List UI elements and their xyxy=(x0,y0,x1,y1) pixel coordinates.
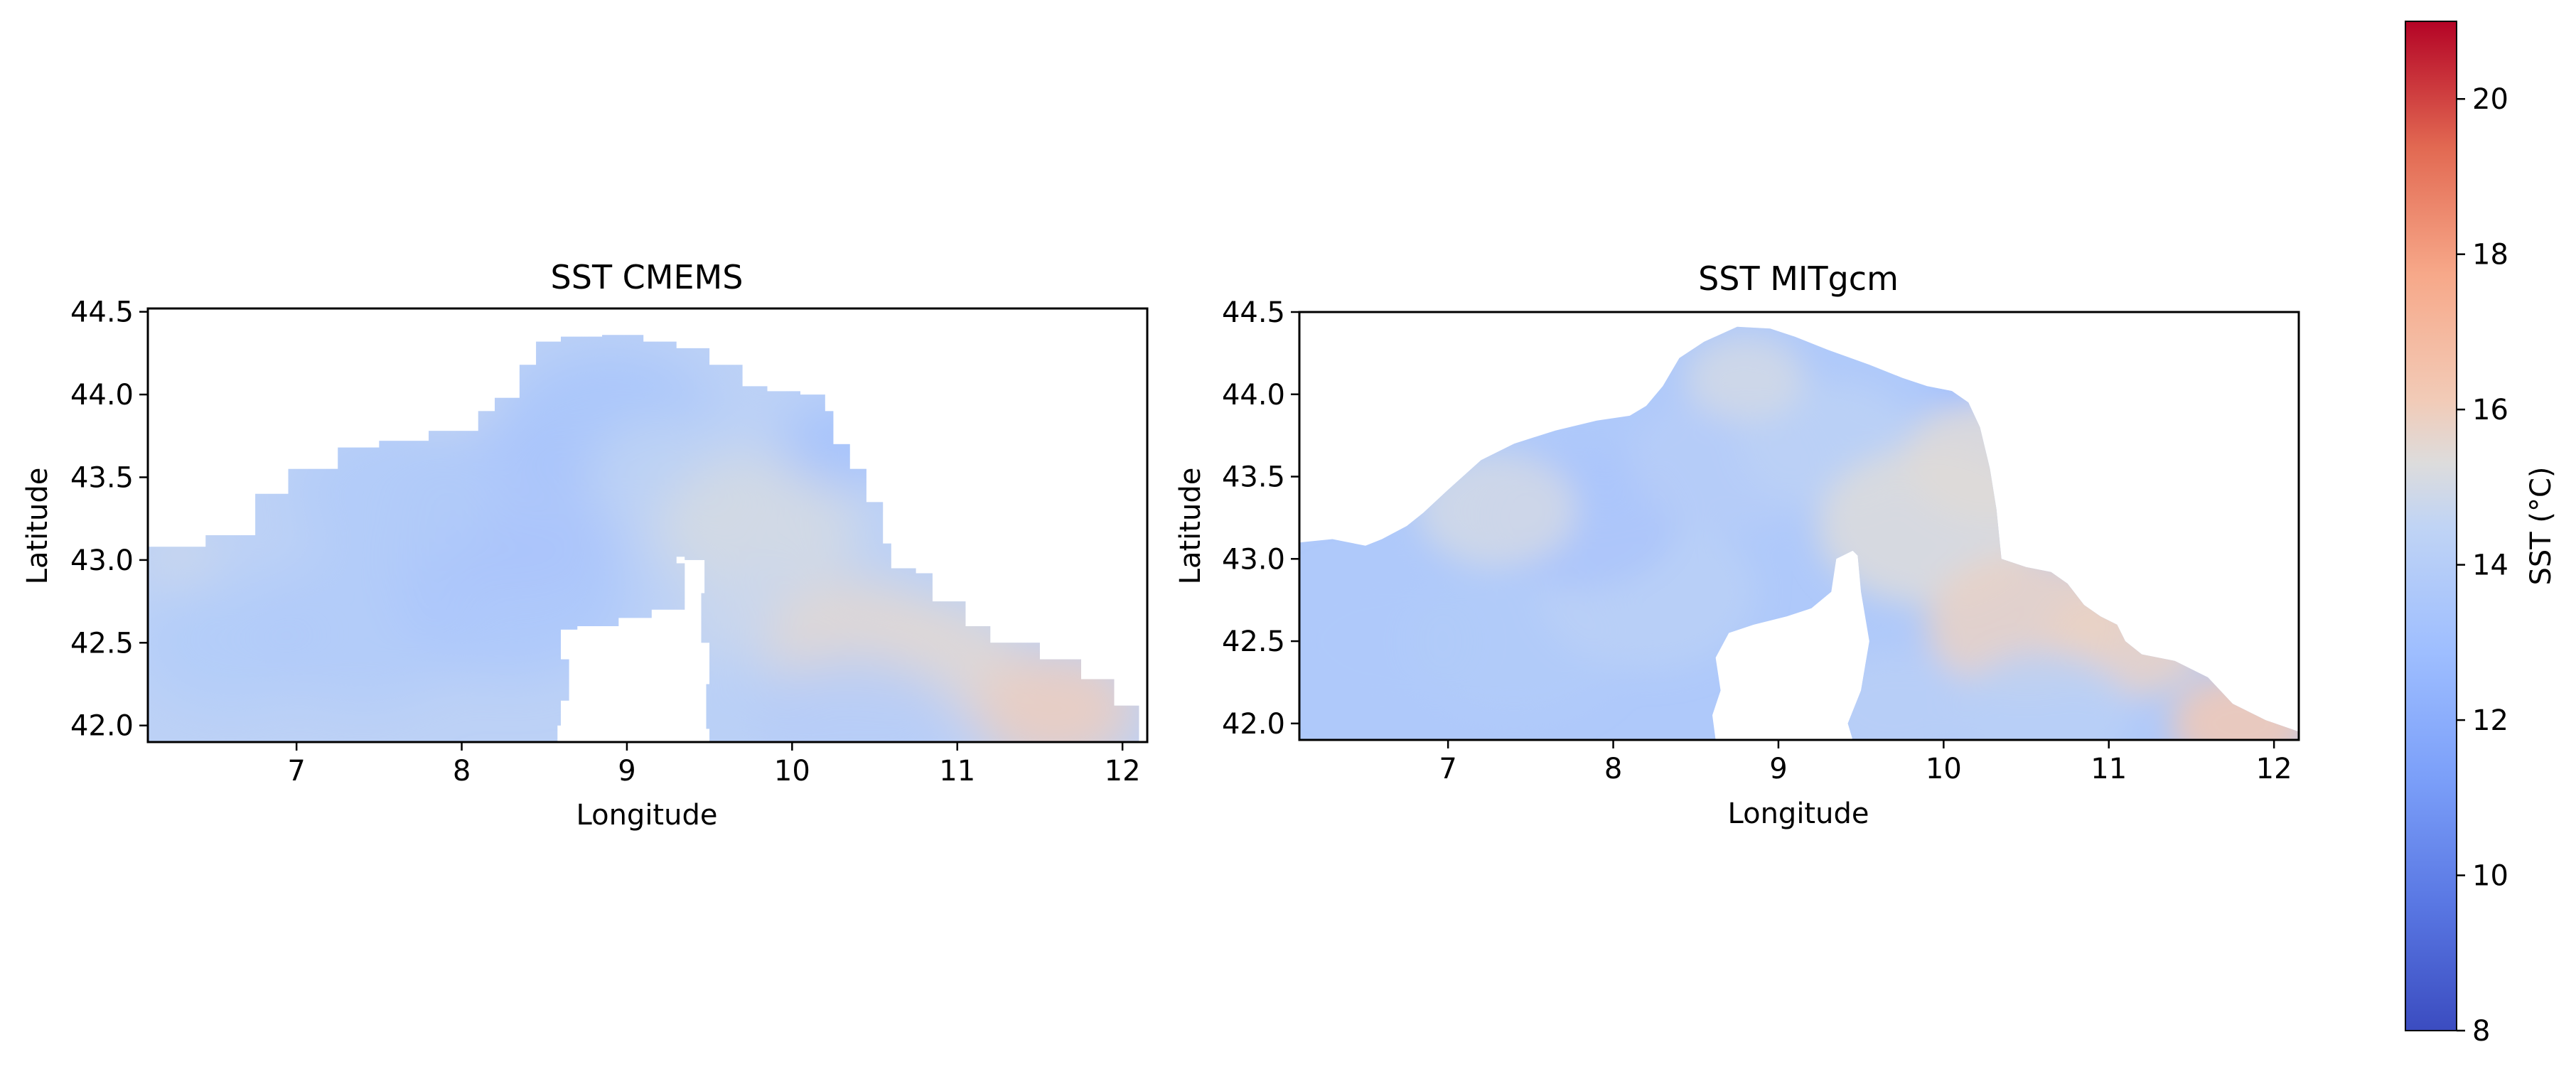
panel-title: SST CMEMS xyxy=(551,258,744,296)
sst-cell xyxy=(1814,650,1974,740)
y-tick-label: 42.0 xyxy=(1222,708,1285,741)
sst-cell xyxy=(659,456,859,598)
y-tick-label: 42.0 xyxy=(70,710,134,743)
x-tick-label: 12 xyxy=(2256,753,2292,785)
y-ticks: 42.0 42.5 43.0 43.5 44.0 44.5 xyxy=(1222,296,1299,741)
sst-cell xyxy=(296,422,495,565)
plot-area xyxy=(1299,326,2299,740)
plot-area xyxy=(148,335,1139,742)
sst-field xyxy=(1299,326,2299,740)
colorbar-tick-label: 12 xyxy=(2472,704,2508,737)
colorbar-tick-label: 8 xyxy=(2472,1015,2490,1048)
x-axis-label: Longitude xyxy=(576,799,718,832)
panel-title: SST MITgcm xyxy=(1698,259,1899,298)
x-tick-label: 7 xyxy=(1439,753,1456,785)
x-tick-label: 11 xyxy=(2091,753,2127,785)
axes-frame xyxy=(1298,311,2300,741)
colorbar-gradient xyxy=(2405,21,2457,1031)
sst-cell xyxy=(1953,651,2132,740)
sst-cell xyxy=(405,366,485,424)
x-tick-label: 7 xyxy=(287,755,305,788)
sst-cell xyxy=(782,401,902,487)
x-tick-label: 12 xyxy=(1105,755,1141,788)
x-tick-label: 8 xyxy=(453,755,471,788)
x-tick-label: 9 xyxy=(1769,753,1787,785)
x-tick-label: 10 xyxy=(774,755,810,788)
x-axis-label: Longitude xyxy=(1728,797,1869,830)
y-tick-label: 44.0 xyxy=(1222,379,1285,412)
x-tick-label: 9 xyxy=(618,755,635,788)
y-tick-label: 43.0 xyxy=(1222,543,1285,576)
y-tick-label: 44.0 xyxy=(70,379,134,412)
y-axis-label: Latitude xyxy=(21,468,54,585)
colorbar-tick-label: 20 xyxy=(2472,83,2508,116)
sst-cell xyxy=(977,652,1137,742)
sst-cell xyxy=(1930,365,1990,408)
sst-field xyxy=(148,335,1139,742)
y-tick-label: 42.5 xyxy=(1222,625,1285,658)
colorbar-tick-label: 14 xyxy=(2472,549,2508,582)
colorbar-tick-label: 16 xyxy=(2472,394,2508,426)
x-ticks: 7 8 9 10 11 12 xyxy=(1439,740,2292,785)
sst-cell xyxy=(1904,396,2083,525)
colorbar-tick-label: 10 xyxy=(2472,860,2508,893)
panel-mitgcm: SST MITgcm 7 8 9 10 11 12 42.0 42.5 43.0 43.5 44.… xyxy=(1174,259,2300,830)
y-ticks: 42.0 42.5 43.0 43.5 44.0 44.5 xyxy=(70,296,148,743)
panel-cmems: SST CMEMS 7 8 9 10 11 12 42.0 42.5 43.0 43.5 44.0… xyxy=(21,258,1149,832)
sst-cell xyxy=(1417,452,1577,566)
colorbar-ticks: 8 10 12 14 16 18 20 xyxy=(2457,83,2508,1048)
x-tick-label: 8 xyxy=(1604,753,1622,785)
y-tick-label: 44.5 xyxy=(70,296,134,329)
y-tick-label: 43.5 xyxy=(1222,461,1285,494)
colorbar-label: SST (°C) xyxy=(2525,466,2558,585)
x-ticks: 7 8 9 10 11 12 xyxy=(287,742,1141,788)
y-tick-label: 43.5 xyxy=(70,461,134,494)
x-tick-label: 11 xyxy=(939,755,975,788)
y-tick-label: 43.0 xyxy=(70,544,134,577)
y-tick-label: 42.5 xyxy=(70,627,134,660)
sst-cell xyxy=(758,654,958,742)
sst-cell xyxy=(148,531,221,589)
x-tick-label: 10 xyxy=(1926,753,1962,785)
axes-frame xyxy=(146,307,1149,743)
colorbar: 8 10 12 14 16 18 20 SST (°C) xyxy=(2405,21,2558,1048)
sst-cell xyxy=(1685,335,1805,421)
y-tick-label: 44.5 xyxy=(1222,296,1285,329)
colorbar-tick-label: 18 xyxy=(2472,239,2508,272)
y-axis-label: Latitude xyxy=(1174,468,1207,585)
